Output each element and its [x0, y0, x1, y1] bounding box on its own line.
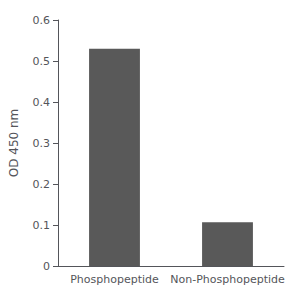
svg-text:Phosphopeptide: Phosphopeptide: [70, 273, 159, 286]
svg-text:0.5: 0.5: [33, 55, 51, 68]
svg-text:0.2: 0.2: [33, 178, 51, 191]
svg-text:0.3: 0.3: [33, 137, 51, 150]
svg-text:0: 0: [43, 260, 50, 273]
svg-text:0.6: 0.6: [33, 14, 51, 27]
svg-text:0.4: 0.4: [33, 96, 51, 109]
svg-text:Non-Phosphopeptide: Non-Phosphopeptide: [170, 273, 285, 286]
svg-text:0.1: 0.1: [33, 219, 51, 232]
svg-text:OD 450 nm: OD 450 nm: [7, 109, 21, 178]
